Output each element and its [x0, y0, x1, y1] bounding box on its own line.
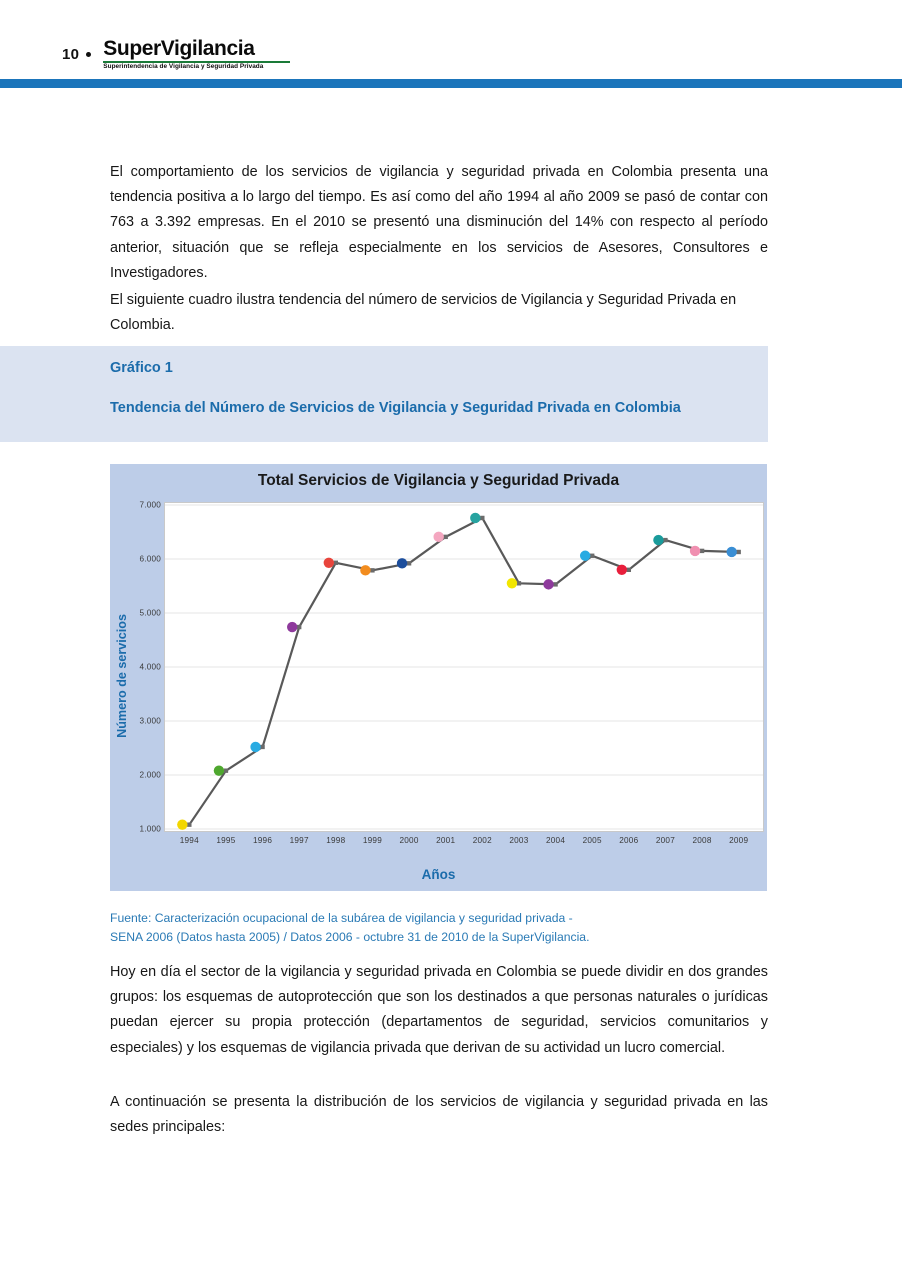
chart-data-point: [653, 534, 664, 546]
chart-vertex-marker: [370, 568, 375, 573]
chart-ytick-label: 7.000: [139, 500, 161, 510]
chart-vertex-marker: [406, 561, 412, 566]
chart-data-point: [286, 621, 298, 633]
chart-data-point: [470, 512, 481, 524]
chart-xtick-label: 1995: [216, 836, 236, 845]
paragraph-intro: El comportamiento de los servicios de vi…: [110, 164, 768, 281]
chart-xtick-label: 2007: [655, 836, 675, 845]
chart-xtick-label: 1997: [289, 836, 309, 845]
chart-xtick-label: 1996: [253, 836, 273, 845]
chart-vertex-marker: [663, 537, 668, 543]
figure-title: Tendencia del Número de Servicios de Vig…: [110, 400, 681, 416]
chart-vertex-marker: [699, 548, 705, 554]
logo-title: SuperVigilancia: [103, 37, 255, 60]
chart-vertex-marker: [296, 624, 302, 630]
chart-vertex-marker: [736, 549, 741, 555]
figure-caption-band: [0, 346, 768, 442]
chart-data-point: [726, 546, 737, 558]
chart-ytick-label: 1.000: [139, 824, 161, 834]
chart-xtick-label: 2005: [582, 836, 602, 845]
chart-xtick-label: 2002: [472, 836, 492, 845]
logo-divider: [103, 61, 291, 63]
chart-data-point: [323, 557, 335, 568]
chart-vertex-marker: [223, 768, 229, 773]
chart-xtick-label: 1998: [326, 836, 346, 845]
chart-panel: Total Servicios de Vigilancia y Segurida…: [110, 464, 767, 891]
chart-xtick-label: 2006: [619, 836, 639, 845]
chart-xtick-label: 2001: [436, 836, 456, 845]
chart-vertex-marker: [589, 553, 595, 558]
chart-series-line: [188, 516, 739, 826]
chart-xaxis-title: Años: [421, 867, 456, 882]
bullet-icon: [86, 52, 92, 57]
chart-xtick-label: 1994: [179, 836, 199, 845]
chart-xtick-label: 1999: [362, 836, 382, 845]
chart-xtick-label: 2008: [692, 836, 712, 845]
chart-vertex-marker: [626, 567, 632, 572]
chart-data-point: [543, 579, 554, 590]
logo-subtitle: Superintendencia de Vigilancia y Segurid…: [103, 63, 264, 71]
chart-xtick-label: 2009: [729, 836, 749, 845]
chart-plot-area: [164, 502, 764, 832]
chart-data-point: [250, 741, 261, 753]
chart-xtick-label: 2003: [509, 836, 529, 845]
chart-ytick-label: 6.000: [139, 554, 161, 564]
chart-vertex-marker: [260, 744, 265, 750]
figure-label: Gráfico 1: [110, 360, 173, 376]
chart-vertex-marker: [187, 822, 192, 827]
paragraph-sector-groups: Hoy en día el sector de la vigilancia y …: [110, 964, 768, 1056]
chart-vertex-marker: [516, 581, 522, 586]
supervigilancia-logo: SuperVigilancia Superintendencia de Vigi…: [103, 37, 291, 71]
chart-svg: [165, 504, 763, 830]
chart-yaxis-labels: 7.000 6.000 5.000 4.000 3.000 2.000 1.000: [126, 500, 164, 834]
page-number: 10: [62, 46, 80, 63]
chart-xaxis-labels: 1994 1995 1996 1997 1998 1999 2000 2001 2002 2003…: [164, 836, 764, 852]
paragraph-chart-lead: El siguiente cuadro ilustra tendencia de…: [110, 292, 737, 334]
chart-title: Total Servicios de Vigilancia y Segurida…: [257, 472, 620, 489]
chart-vertex-marker: [553, 582, 558, 587]
chart-data-point: [213, 765, 225, 776]
chart-data-point: [506, 578, 518, 589]
chart-data-point: [579, 550, 591, 561]
source-line-2: SENA 2006 (Datos hasta 2005) / Datos 200…: [110, 929, 590, 944]
chart-vertex-marker: [480, 515, 485, 521]
chart-vertex-marker: [333, 560, 339, 565]
chart-xtick-label: 2004: [546, 836, 566, 845]
chart-ytick-label: 4.000: [139, 662, 161, 672]
chart-data-point: [433, 531, 444, 543]
chart-data-point: [177, 819, 188, 830]
chart-vertex-marker: [443, 534, 448, 540]
chart-ytick-label: 2.000: [139, 770, 161, 780]
figure-source-note: Fuente: Caracterización ocupacional de l…: [110, 909, 750, 946]
header-blue-bar: [0, 79, 902, 88]
chart-xtick-label: 2000: [399, 836, 419, 845]
chart-ytick-label: 5.000: [139, 608, 161, 618]
paragraph-closing: A continuación se presenta la distribuci…: [110, 1094, 768, 1136]
chart-data-point: [616, 564, 628, 575]
chart-data-point: [396, 558, 408, 569]
source-line-1: Fuente: Caracterización ocupacional de l…: [110, 911, 573, 925]
page-header: 10 SuperVigilancia Superintendencia de V…: [62, 37, 291, 71]
chart-data-point: [689, 545, 701, 557]
chart-ytick-label: 3.000: [139, 716, 161, 726]
chart-data-point: [360, 565, 371, 576]
